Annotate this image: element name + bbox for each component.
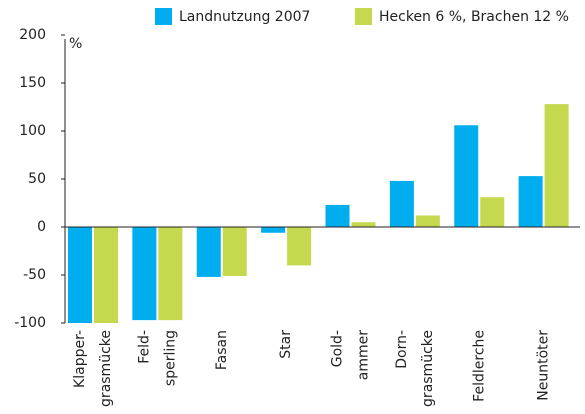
y-unit: %	[69, 36, 82, 52]
y-tick-label: 50	[28, 171, 46, 187]
x-tick-label: Feldlerche	[471, 330, 487, 402]
bar	[132, 227, 157, 321]
bar	[415, 215, 440, 227]
y-tick-label: 200	[19, 27, 46, 43]
bar	[68, 227, 92, 323]
x-tick-label: Gold-	[330, 330, 346, 367]
legend-swatch	[355, 8, 372, 25]
x-tick-label: Feld-	[136, 330, 152, 364]
legend-label: Landnutzung 2007	[179, 9, 310, 25]
x-tick-label: ammer	[356, 330, 372, 380]
bar	[351, 222, 376, 227]
bar	[480, 197, 505, 227]
bar	[454, 125, 479, 227]
legend-label: Hecken 6 %, Brachen 12 %	[379, 9, 569, 25]
bar	[544, 104, 569, 227]
x-tick-label: Dorn-	[394, 330, 410, 369]
bar	[389, 180, 414, 227]
x-tick-label: sperling	[162, 330, 178, 386]
bar	[222, 227, 247, 276]
bar	[196, 227, 221, 277]
x-tick-label: Neuntöter	[536, 330, 552, 401]
bar	[287, 227, 312, 266]
bar	[94, 227, 118, 323]
y-tick-label: 150	[19, 75, 46, 91]
x-tick-label: grasmücke	[98, 330, 114, 407]
y-tick-label: -50	[23, 267, 46, 283]
bar	[518, 176, 543, 227]
x-tick-label: grasmücke	[420, 330, 436, 407]
y-tick-label: -100	[14, 315, 46, 331]
y-tick-label: 100	[19, 123, 46, 139]
bar	[261, 227, 286, 233]
x-tick-label: Star	[278, 330, 294, 359]
y-tick-label: 0	[37, 219, 46, 235]
legend-swatch	[155, 8, 172, 25]
x-tick-label: Fasan	[214, 330, 230, 370]
bar	[158, 227, 183, 321]
bar	[325, 204, 350, 227]
x-tick-label: Klapper-	[72, 330, 88, 388]
